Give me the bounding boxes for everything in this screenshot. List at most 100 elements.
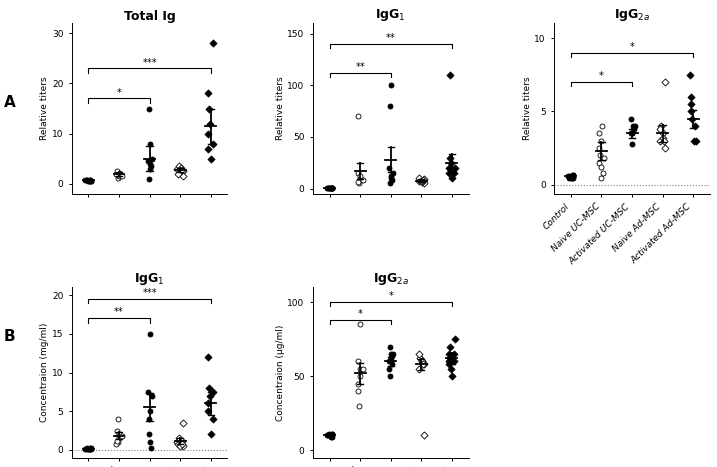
Point: [113, 171, 124, 178]
Point: [203, 353, 214, 361]
Point: [595, 174, 607, 181]
Point: [175, 437, 186, 445]
Point: [449, 164, 460, 171]
Point: [172, 439, 184, 446]
Point: [202, 400, 214, 407]
Point: [326, 184, 338, 191]
Point: [326, 432, 338, 439]
Text: *: *: [630, 42, 635, 52]
Point: [326, 430, 338, 438]
Point: [354, 373, 366, 380]
Point: [143, 415, 154, 423]
Point: [413, 350, 424, 358]
Point: [324, 184, 336, 192]
Point: [352, 380, 364, 387]
Point: [110, 170, 122, 178]
Point: [444, 358, 455, 365]
Point: [174, 442, 186, 450]
Point: [143, 105, 154, 112]
Point: [352, 178, 364, 186]
Point: [82, 445, 94, 453]
Point: [384, 365, 395, 373]
Point: [111, 167, 123, 175]
Point: [116, 172, 128, 179]
Point: [80, 176, 91, 184]
Title: IgG$_1$: IgG$_1$: [376, 7, 406, 23]
Point: [599, 155, 610, 162]
Point: [689, 122, 701, 130]
Point: [414, 355, 426, 362]
Point: [593, 144, 604, 152]
Point: [113, 169, 125, 177]
Text: *: *: [358, 309, 363, 319]
Point: [358, 365, 369, 373]
Point: [204, 392, 216, 399]
Point: [593, 130, 604, 137]
Point: [595, 163, 607, 171]
Point: [82, 177, 93, 184]
Point: [352, 358, 364, 365]
Point: [568, 174, 579, 181]
Point: [385, 172, 397, 180]
Point: [144, 439, 156, 446]
Point: [146, 155, 158, 163]
Point: [176, 437, 187, 445]
Point: [386, 358, 397, 365]
Point: [386, 358, 397, 365]
Point: [567, 172, 579, 180]
Title: IgG$_{2a}$: IgG$_{2a}$: [373, 271, 409, 287]
Point: [205, 431, 217, 438]
Point: [449, 335, 460, 343]
Point: [353, 180, 365, 187]
Point: [111, 427, 123, 434]
Point: [85, 177, 96, 184]
Point: [445, 159, 457, 166]
Point: [203, 384, 214, 392]
Point: [627, 130, 638, 137]
Point: [626, 140, 637, 148]
Point: [206, 415, 218, 423]
Point: [203, 90, 214, 97]
Point: [173, 163, 184, 170]
Point: [177, 419, 189, 426]
Point: [354, 172, 366, 180]
Point: [444, 355, 455, 362]
Point: [594, 159, 605, 167]
Point: [326, 184, 338, 191]
Point: [383, 358, 394, 365]
Text: A: A: [4, 95, 15, 110]
Point: [85, 177, 96, 184]
Point: [386, 82, 397, 89]
Point: [110, 440, 122, 447]
Point: [173, 435, 184, 442]
Point: [143, 175, 155, 183]
Point: [685, 100, 697, 108]
Point: [564, 172, 576, 180]
Point: [80, 445, 91, 453]
Point: [146, 163, 157, 170]
Text: B: B: [4, 329, 15, 344]
Point: [657, 130, 669, 137]
Y-axis label: Concentraion (μg/ml): Concentraion (μg/ml): [275, 324, 285, 421]
Point: [413, 177, 424, 185]
Point: [111, 437, 123, 445]
Title: Total Ig: Total Ig: [123, 10, 176, 23]
Point: [353, 402, 365, 410]
Point: [654, 137, 665, 145]
Point: [629, 122, 640, 130]
Point: [323, 430, 334, 438]
Point: [142, 157, 153, 165]
Point: [567, 171, 579, 178]
Point: [354, 321, 366, 328]
Point: [144, 160, 156, 167]
Point: [413, 365, 424, 373]
Point: [204, 120, 216, 127]
Point: [326, 433, 337, 441]
Point: [201, 145, 213, 152]
Point: [323, 184, 334, 191]
Point: [326, 184, 338, 191]
Point: [85, 446, 96, 453]
Point: [444, 343, 455, 350]
Point: [594, 152, 606, 159]
Point: [175, 166, 186, 173]
